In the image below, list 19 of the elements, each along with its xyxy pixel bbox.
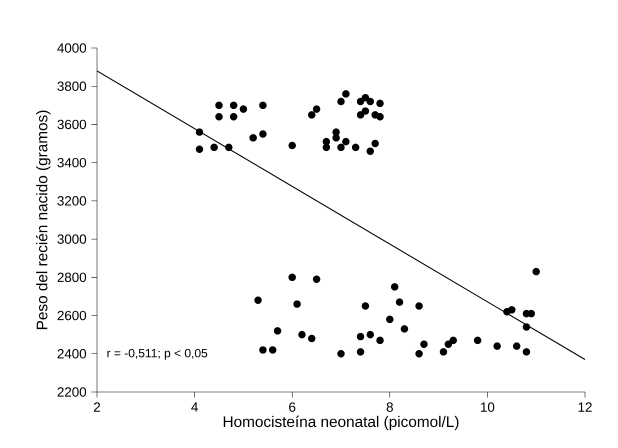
x-axis-title: Homocisteína neonatal (picomol/L) [224, 416, 458, 430]
y-tick-label: 2400 [58, 349, 86, 358]
y-tick-label: 2600 [58, 310, 86, 320]
x-tick-label: 4 [191, 402, 198, 412]
y-tick-label: 4000 [57, 43, 86, 53]
annotation: r = -0,511; p < 0,05 [107, 348, 208, 360]
x-tick-label: 10 [481, 402, 494, 412]
x-tick-label: 8 [386, 402, 393, 412]
y-axis-title: Peso del recién nacido (gramos) [36, 110, 50, 330]
y-tick-label: 3600 [57, 120, 86, 130]
x-tick-label: 6 [289, 402, 296, 412]
y-tick-label: 3200 [57, 196, 86, 206]
y-tick-label: 2200 [58, 387, 86, 397]
y-tick-label: 3800 [57, 81, 86, 91]
y-tick-label: 3000 [57, 234, 86, 244]
y-tick-label: 2800 [58, 272, 86, 282]
x-tick-label: 12 [578, 402, 592, 412]
y-tick-label: 3400 [57, 158, 86, 168]
x-tick-label: 2 [94, 402, 100, 412]
